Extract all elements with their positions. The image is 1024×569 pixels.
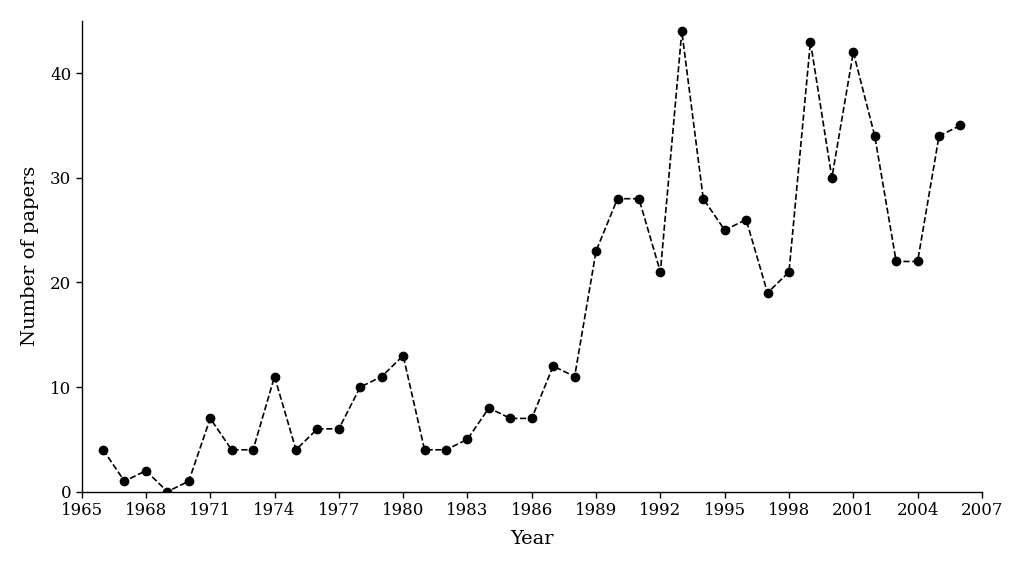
X-axis label: Year: Year — [510, 530, 554, 548]
Y-axis label: Number of papers: Number of papers — [20, 166, 39, 347]
